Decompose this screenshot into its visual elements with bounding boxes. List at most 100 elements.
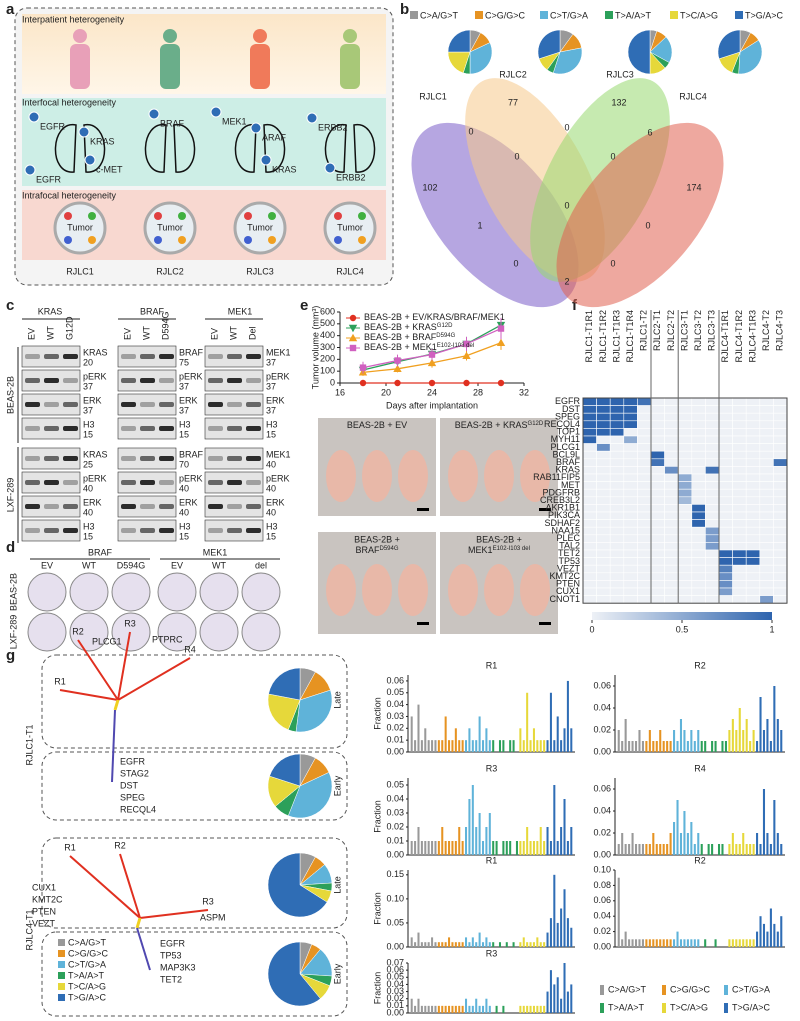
lane-label: WT [228, 326, 238, 340]
mw-label: 40 [179, 483, 189, 493]
row-label: TOP1 [557, 427, 580, 437]
cell [705, 549, 720, 558]
mw-label: 15 [266, 429, 276, 439]
cell [596, 450, 611, 460]
cell [582, 443, 597, 452]
band [227, 426, 242, 431]
cell [745, 587, 761, 596]
bar [509, 740, 512, 752]
cell [582, 397, 597, 406]
y-tick-label: 0.05 [386, 687, 404, 697]
branch-gene: PTPRC [152, 634, 183, 644]
cell [609, 435, 625, 444]
band [44, 426, 59, 431]
cell [582, 580, 597, 589]
cell [773, 526, 788, 536]
row-label: RECQL4 [544, 419, 580, 429]
cell [745, 595, 761, 604]
cell [596, 557, 611, 566]
marker [463, 379, 470, 387]
legend-label: T>G/A>C [745, 10, 784, 20]
stage-label: Early [332, 963, 342, 984]
cell [732, 587, 747, 596]
bar [686, 939, 689, 947]
y-tick-label: 0.03 [386, 986, 404, 996]
pie-slice [447, 29, 471, 53]
cell [637, 435, 652, 444]
cell [596, 496, 611, 505]
cell [745, 542, 761, 551]
bar [556, 922, 559, 947]
cell [759, 397, 774, 406]
mw-label: 37 [83, 381, 93, 391]
bar [556, 841, 559, 855]
venn-label: RJLC4 [679, 91, 707, 101]
branch [117, 657, 191, 701]
bar [488, 813, 491, 855]
bar [735, 939, 738, 947]
bar [532, 942, 535, 947]
tumor-label: Tumor [67, 222, 93, 232]
bar [724, 741, 727, 752]
bar [759, 697, 762, 752]
branch [59, 689, 119, 701]
cell [745, 450, 761, 460]
bar [458, 1005, 461, 1013]
legend-label: T>C/A>G [680, 10, 718, 20]
bar [728, 844, 731, 855]
cell [745, 519, 761, 528]
plate [241, 612, 281, 652]
cell [732, 435, 747, 444]
bar [738, 939, 741, 947]
scale-bar [417, 508, 429, 511]
legend-swatch [58, 950, 65, 957]
trunk [136, 927, 151, 971]
cell [609, 405, 625, 414]
bar [762, 923, 766, 947]
mw-label: 40 [266, 483, 276, 493]
mouse [398, 564, 428, 616]
band [246, 528, 261, 533]
legend-swatch [58, 939, 65, 946]
bar [512, 942, 515, 947]
cell [596, 466, 611, 475]
lane-label: D594G [160, 311, 170, 340]
venn-count: 0 [564, 200, 569, 210]
photo-label: MEK1E102-I103 del [468, 545, 530, 555]
bar [502, 841, 505, 855]
gene-icon [24, 164, 36, 176]
bar [617, 730, 620, 752]
legend-label: C>G/G>C [68, 948, 109, 958]
cell [759, 412, 774, 422]
cell [705, 595, 720, 604]
bar [522, 740, 525, 752]
cell [623, 412, 638, 422]
cell [732, 458, 747, 467]
legend-label: T>G/A>C [732, 1002, 771, 1012]
cell [691, 450, 706, 460]
legend-label-sup: G12D [437, 323, 453, 329]
bar [417, 827, 420, 855]
cell [677, 481, 693, 490]
cell [582, 466, 597, 475]
mw-label: 15 [179, 429, 189, 439]
cell [691, 557, 706, 566]
cell [705, 496, 720, 505]
cell [623, 504, 638, 513]
bar [766, 931, 769, 947]
cell [623, 572, 638, 581]
bar [566, 841, 569, 855]
band [159, 456, 174, 461]
cell [650, 397, 665, 406]
band [25, 402, 40, 407]
figure-head [343, 29, 357, 43]
bar [498, 942, 502, 947]
clone [334, 212, 342, 220]
column-label: RJLC4-T3 [775, 310, 785, 351]
column-label: RJLC4-T1R1 [720, 310, 730, 363]
bar [434, 841, 437, 855]
bar [780, 916, 783, 947]
bar [522, 841, 525, 855]
gene-label: ERBB2 [336, 172, 366, 182]
y-axis-label: Fraction [372, 697, 382, 730]
